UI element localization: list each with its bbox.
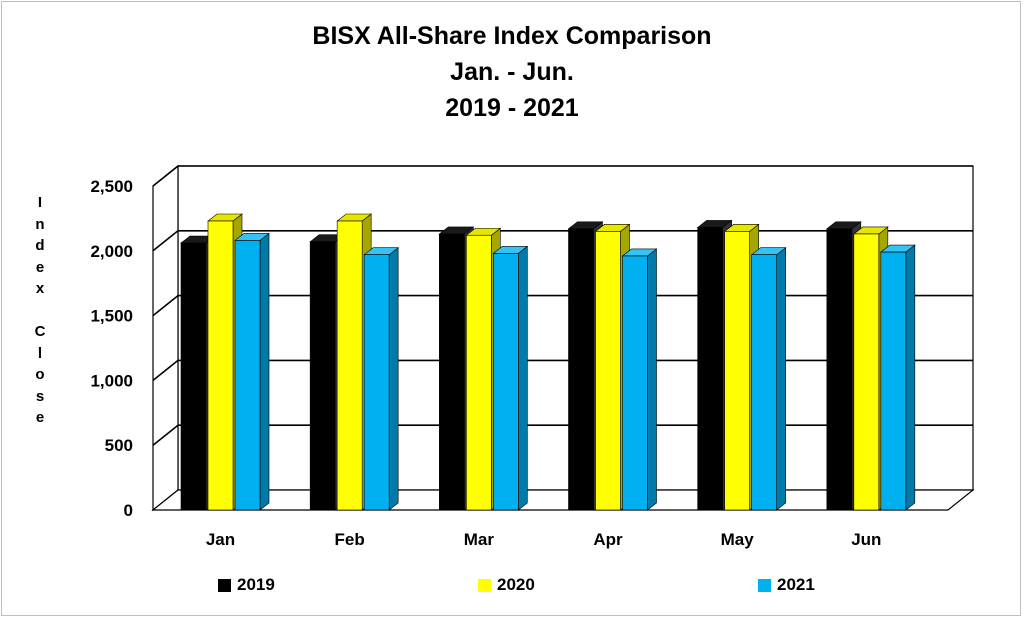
y-tick-label: 2,000 [90, 242, 133, 261]
gridline-side [152, 424, 179, 446]
bar-side [776, 247, 786, 511]
y-tick-label: 1,000 [90, 371, 133, 390]
x-tick-label: Apr [593, 530, 623, 549]
y-axis-label-letter: d [35, 237, 45, 254]
bar-side [518, 245, 528, 511]
x-tick-label: Feb [335, 530, 365, 549]
y-tick-label: 0 [124, 501, 133, 520]
bar-apr-2021 [621, 248, 658, 511]
legend-item: 2021 [758, 575, 815, 595]
x-tick-label: Jun [851, 530, 881, 549]
y-axis-label-letter: o [35, 366, 45, 383]
y-axis-label-letter: n [35, 215, 45, 233]
y-axis-label-letter: l [37, 344, 43, 362]
bar-may-2021 [750, 247, 787, 511]
bar-front [568, 228, 594, 511]
bar-front [493, 253, 519, 511]
gridline-side [152, 165, 179, 187]
bar-front [234, 240, 261, 511]
y-axis-label-letter: C [34, 323, 46, 340]
x-tick-label: Mar [464, 530, 495, 549]
bar-front [751, 254, 777, 511]
gridline-side [152, 230, 179, 252]
legend-label: 2020 [497, 575, 535, 594]
y-axis-label-letter: e [35, 258, 45, 276]
legend-swatch [218, 578, 231, 592]
title-line-3: 2019 - 2021 [445, 94, 579, 122]
y-tick-label: 500 [105, 436, 133, 455]
bar-front [180, 242, 207, 511]
bar-front [826, 228, 853, 511]
bar-front [853, 233, 880, 511]
bar-front [697, 227, 723, 511]
bar-front [466, 234, 492, 511]
gridline-side [152, 294, 179, 317]
y-tick-label: 1,500 [90, 307, 133, 326]
bar-jan-2021 [234, 232, 270, 511]
bar-front [439, 233, 465, 511]
legend-label: 2019 [237, 575, 275, 594]
legend-label: 2021 [777, 575, 815, 594]
legend-swatch [478, 578, 491, 592]
bar-front [724, 231, 750, 511]
bar-front [336, 220, 363, 511]
bar-feb-2021 [363, 247, 400, 511]
legend-item: 2020 [478, 575, 535, 595]
bar-feb-2020 [336, 213, 373, 511]
x-tick-label: May [721, 530, 755, 549]
gridline-side [152, 359, 179, 382]
bar-jun-2021 [879, 244, 916, 511]
bar-front [880, 251, 907, 511]
bar-front [622, 255, 648, 511]
bar-front [363, 254, 390, 511]
title-line-1: BISX All-Share Index Comparison [312, 22, 712, 50]
x-tick-label: Jan [206, 530, 235, 549]
bar-front [595, 231, 621, 511]
bar-side [388, 247, 399, 511]
y-tick-labels: 0 500 1,000 1,500 2,000 2,500 [90, 177, 133, 520]
y-axis-label-letter: I [37, 194, 43, 211]
y-axis-label-letter: x [35, 280, 45, 297]
legend-item: 2019 [218, 575, 275, 595]
bar-side [259, 232, 270, 511]
legend-swatch [758, 578, 771, 592]
title-line-2: Jan. - Jun. [450, 58, 574, 86]
side-wall [152, 164, 179, 512]
y-axis-label-letter: e [35, 409, 45, 426]
bars [180, 213, 916, 511]
y-tick-label: 2,500 [90, 177, 133, 196]
bar-mar-2021 [492, 245, 529, 511]
x-tick-labels: Jan Feb Mar Apr May Jun [206, 530, 882, 549]
bar-side [647, 248, 657, 511]
bar-front [207, 220, 234, 511]
bar-side [905, 244, 916, 511]
bar-front [309, 241, 336, 511]
y-axis-label-letter: s [35, 387, 45, 405]
